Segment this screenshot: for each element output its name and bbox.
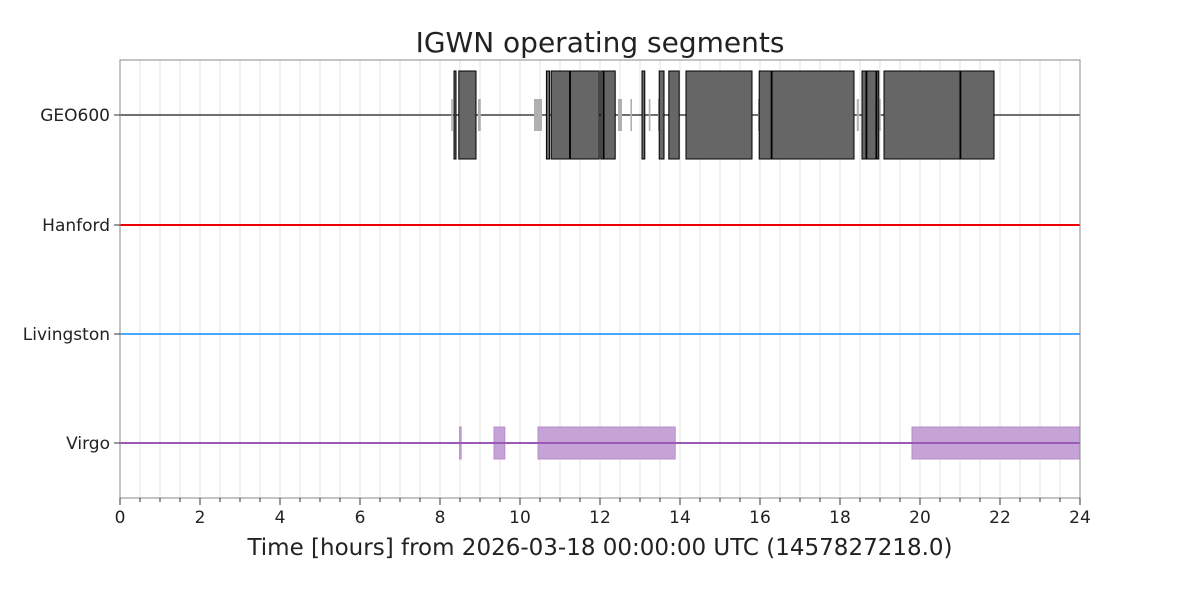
x-tick-label: 8 [435,508,446,528]
row-label: Virgo [66,434,110,454]
active-segment [866,70,877,160]
segment-row-geo600 [120,70,1080,160]
known-segment [478,99,481,131]
x-tick-label: 16 [749,508,771,528]
x-axis: 0 2 4 6 8 10 12 14 16 18 20 22 24 [115,498,1091,528]
known-segment [618,99,622,131]
y-axis: GEO600 Hanford Livingston Virgo [23,106,120,454]
segment-row-virgo [120,426,1081,460]
active-segment [458,70,477,160]
x-tick-label: 12 [589,508,611,528]
x-tick-label: 6 [355,508,366,528]
x-tick-label: 0 [115,508,126,528]
active-segment [600,70,604,160]
row-label: Livingston [23,325,110,345]
x-tick-label: 22 [989,508,1011,528]
known-segment [451,99,453,131]
active-segment [883,70,961,160]
x-tick-label: 20 [909,508,931,528]
x-tick-label: 4 [275,508,286,528]
active-segment [658,70,665,160]
known-segment [856,99,859,131]
x-tick-label: 14 [669,508,691,528]
active-segment [960,70,995,160]
row-label: Hanford [42,216,110,236]
chart-title: IGWN operating segments [416,26,785,59]
active-segment [603,70,616,160]
active-segment [668,70,680,160]
active-segment [758,70,772,160]
x-tick-label: 18 [829,508,851,528]
known-segment [534,99,542,131]
x-axis-label: Time [hours] from 2026-03-18 00:00:00 UT… [246,535,952,561]
grid-lines [119,60,1081,498]
active-segment [453,70,457,160]
x-tick-label: 2 [195,508,206,528]
x-tick-label: 10 [509,508,531,528]
segment-rows [120,70,1081,460]
active-segment [545,70,551,160]
active-segment [550,70,571,160]
active-segment [861,70,867,160]
row-label: GEO600 [40,106,110,126]
known-segment [630,99,632,131]
active-segment [685,70,753,160]
active-segment [641,70,646,160]
known-segment [879,99,881,131]
known-segment [648,99,651,131]
active-segment [876,70,880,160]
x-tick-label: 24 [1069,508,1091,528]
active-segment [569,70,600,160]
active-segment [771,70,855,160]
